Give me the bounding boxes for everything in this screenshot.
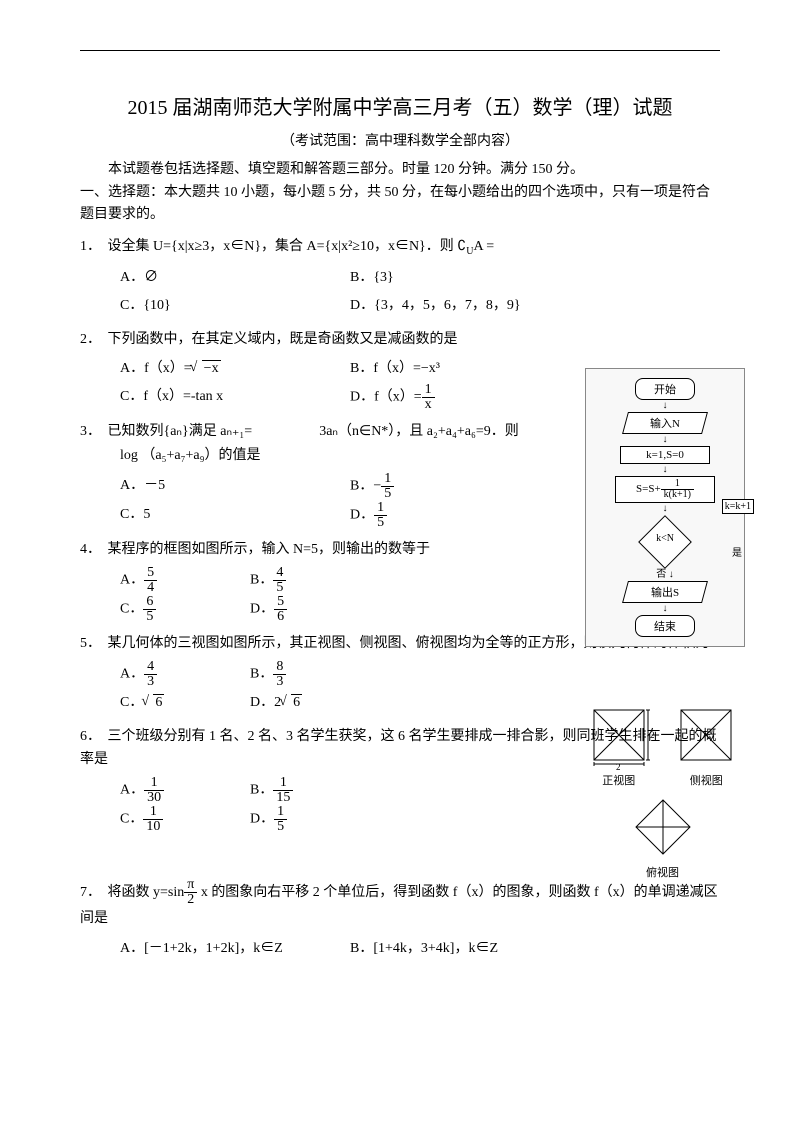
q1-opt-d: D．{3，4，5，6，7，8，9} bbox=[350, 292, 580, 320]
q4-opt-a: A．54 bbox=[120, 566, 250, 595]
top-view-icon bbox=[628, 792, 698, 862]
q2-opt-d: D．f（x）=1x bbox=[350, 383, 580, 412]
q7-opt-a: A．[－1+2k，1+2k]，k∈Z bbox=[120, 935, 350, 963]
q4-opt-d: D．56 bbox=[250, 595, 380, 624]
q6-opt-b: B．115 bbox=[250, 776, 380, 805]
q3-opt-b: B．−15 bbox=[350, 472, 580, 501]
side-view-icon bbox=[671, 700, 741, 770]
svg-text:2: 2 bbox=[650, 730, 654, 740]
q1-opt-a: A．∅ bbox=[120, 264, 350, 292]
q2-number: 2． bbox=[80, 328, 104, 352]
q3-number: 3． bbox=[80, 420, 104, 444]
fc-yes-label: 是 bbox=[732, 544, 742, 559]
front-view-icon: 2 2 bbox=[584, 700, 654, 770]
three-views-figure: 2 2 正视图 侧视图 bbox=[575, 700, 750, 884]
q1-opt-b: B．{3} bbox=[350, 264, 580, 292]
front-view: 2 2 正视图 bbox=[584, 700, 654, 788]
flowchart-figure: 开始 ↓ 输入N ↓ k=1,S=0 ↓ S=S+1k(k+1) ↓ k<N 否… bbox=[585, 368, 745, 647]
fc-input: 输入N bbox=[622, 412, 708, 434]
q6-opt-d: D．15 bbox=[250, 805, 380, 834]
q3-text: 已知数列{aₙ}满足 aₙ₊₁= 3aₙ（n∈N*），且 a₂+a₄+a₆=9．… bbox=[108, 424, 519, 439]
exam-intro: 本试题卷包括选择题、填空题和解答题三部分。时量 120 分钟。满分 150 分。 bbox=[80, 158, 720, 178]
q7-options: A．[－1+2k，1+2k]，k∈Z B．[1+4k，3+4k]，k∈Z bbox=[120, 935, 720, 963]
top-view: 俯视图 bbox=[628, 792, 698, 880]
svg-text:2: 2 bbox=[616, 762, 621, 770]
fc-kplus: k=k+1 bbox=[722, 499, 754, 514]
q7-number: 7． bbox=[80, 881, 104, 905]
q4-opt-b: B．45 bbox=[250, 566, 380, 595]
q6-opt-c: C．110 bbox=[120, 805, 250, 834]
fc-start: 开始 bbox=[635, 378, 695, 400]
q5-opt-c: C．6 bbox=[120, 689, 250, 717]
q5-number: 5． bbox=[80, 632, 104, 656]
fc-init: k=1,S=0 bbox=[620, 446, 710, 464]
q2-text: 下列函数中，在其定义域内，既是奇函数又是减函数的是 bbox=[108, 332, 458, 347]
q4-opt-c: C．65 bbox=[120, 595, 250, 624]
header-rule bbox=[80, 50, 720, 51]
q2-opt-a: A．f（x）=−x bbox=[120, 355, 350, 383]
fc-end: 结束 bbox=[635, 615, 695, 637]
section-1-heading: 一、选择题：本大题共 10 小题，每小题 5 分，共 50 分，在每小题给出的四… bbox=[80, 182, 720, 227]
q7-text: 将函数 y=sinπ2 x 的图象向右平移 2 个单位后，得到函数 f（x）的图… bbox=[80, 885, 718, 926]
exam-title: 2015 届湖南师范大学附属中学高三月考（五）数学（理）试题 bbox=[80, 91, 720, 120]
q2-opt-b: B．f（x）=−x³ bbox=[350, 355, 580, 383]
fc-calc: S=S+1k(k+1) bbox=[615, 476, 715, 503]
q6-opt-a: A．130 bbox=[120, 776, 250, 805]
q1-text: 设全集 U={x|x≥3，x∈N}，集合 A={x|x²≥10，x∈N}．则 ∁… bbox=[108, 239, 495, 254]
q3-opt-c: C．5 bbox=[120, 501, 350, 530]
q1-number: 1． bbox=[80, 235, 104, 259]
q5-opt-d: D．26 bbox=[250, 689, 380, 717]
q5-opt-a: A．43 bbox=[120, 660, 250, 689]
q2-opt-c: C．f（x）=-tan x bbox=[120, 383, 350, 412]
question-1: 1． 设全集 U={x|x≥3，x∈N}，集合 A={x|x²≥10，x∈N}．… bbox=[80, 235, 720, 320]
q5-opt-b: B．83 bbox=[250, 660, 380, 689]
q3-opt-a: A．－5 bbox=[120, 472, 350, 501]
q4-text: 某程序的框图如图所示，输入 N=5，则输出的数等于 bbox=[108, 542, 431, 557]
fc-output: 输出S bbox=[622, 581, 708, 603]
side-view: 侧视图 bbox=[671, 700, 741, 788]
q1-options: A．∅ B．{3} C．{10} D．{3，4，5，6，7，8，9} bbox=[120, 264, 720, 320]
q1-opt-c: C．{10} bbox=[120, 292, 350, 320]
fc-condition: k<N bbox=[638, 515, 692, 569]
q6-number: 6． bbox=[80, 725, 104, 749]
exam-page: 2015 届湖南师范大学附属中学高三月考（五）数学（理）试题 （考试范围：高中理… bbox=[0, 0, 800, 1009]
q3-opt-d: D．15 bbox=[350, 501, 580, 530]
question-7: 7． 将函数 y=sinπ2 x 的图象向右平移 2 个单位后，得到函数 f（x… bbox=[80, 878, 720, 963]
q7-opt-b: B．[1+4k，3+4k]，k∈Z bbox=[350, 935, 580, 963]
exam-subtitle: （考试范围：高中理科数学全部内容） bbox=[80, 130, 720, 150]
q4-number: 4． bbox=[80, 538, 104, 562]
